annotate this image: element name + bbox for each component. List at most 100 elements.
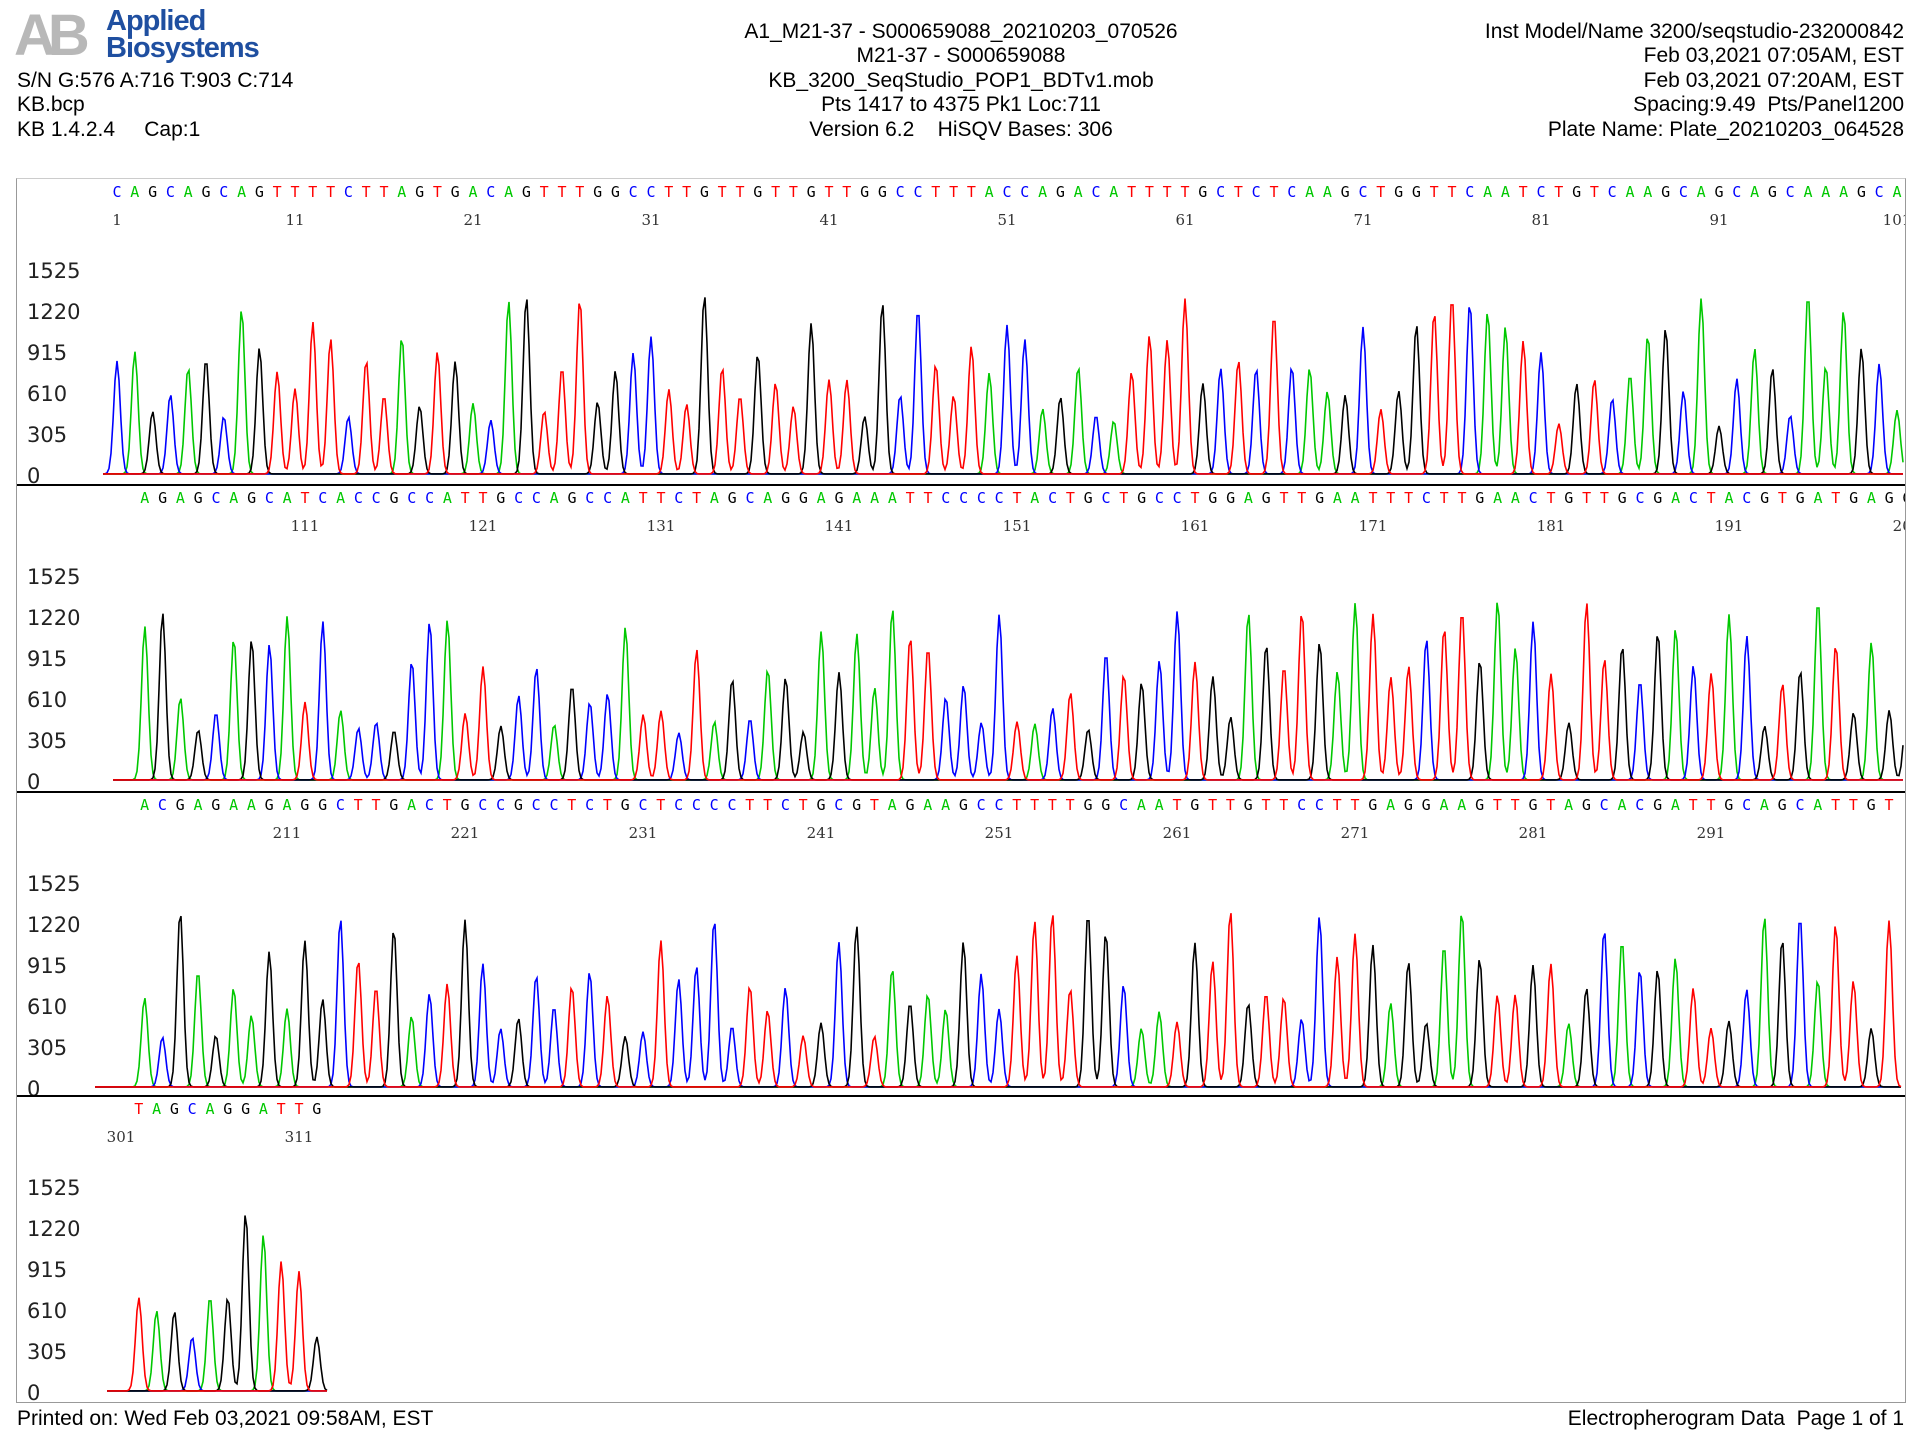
base-call: A	[184, 183, 193, 201]
base-call: C	[486, 183, 495, 201]
base-call: G	[959, 796, 968, 814]
base-call: C	[959, 489, 968, 507]
y-tick-label: 610	[27, 995, 67, 1019]
base-call: G	[1714, 183, 1723, 201]
base-call: T	[1127, 183, 1136, 201]
base-call: G	[265, 796, 274, 814]
base-call: G	[194, 489, 203, 507]
base-call: A	[237, 183, 246, 201]
base-call: G	[223, 1100, 232, 1118]
base-call: G	[1315, 489, 1324, 507]
trace-T	[113, 603, 1903, 781]
base-index-label: 51	[997, 211, 1016, 229]
base-call: C	[478, 796, 487, 814]
base-index-label: 191	[1715, 517, 1744, 535]
base-call: A	[817, 489, 826, 507]
base-call: C	[1358, 183, 1367, 201]
base-call: T	[379, 183, 388, 201]
base-call: C	[1091, 183, 1100, 201]
base-call: A	[1813, 489, 1822, 507]
base-index-label: 151	[1003, 517, 1032, 535]
base-call: G	[1137, 489, 1146, 507]
trace-G	[95, 915, 1901, 1088]
base-call: A	[1386, 796, 1395, 814]
base-call: T	[1066, 489, 1075, 507]
base-call: C	[1465, 183, 1474, 201]
base-call: A	[1643, 183, 1652, 201]
base-call: T	[1190, 489, 1199, 507]
base-call: C	[977, 489, 986, 507]
base-call: G	[700, 183, 709, 201]
y-tick-label: 610	[27, 382, 67, 406]
base-call: G	[1475, 489, 1484, 507]
base-call: G	[621, 796, 630, 814]
base-index-label: 61	[1175, 211, 1194, 229]
base-call: A	[888, 796, 897, 814]
base-call: T	[1048, 796, 1057, 814]
base-call: A	[852, 489, 861, 507]
printed-date: Printed on: Wed Feb 03,2021 09:58AM, EST	[17, 1407, 434, 1430]
base-call: A	[1671, 796, 1680, 814]
base-call: A	[1074, 183, 1083, 201]
basecaller-file: KB.bcp	[17, 93, 85, 116]
base-call: A	[888, 489, 897, 507]
base-call: T	[575, 183, 584, 201]
base-call: C	[913, 183, 922, 201]
version-bases: Version 6.2 HiSQV Bases: 306	[809, 118, 1113, 141]
base-call: G	[1404, 796, 1413, 814]
base-call: T	[639, 489, 648, 507]
trace-A	[95, 915, 1901, 1088]
base-call: G	[1857, 183, 1866, 201]
base-index-label: 171	[1359, 517, 1388, 535]
y-tick-label: 1220	[27, 1217, 80, 1241]
panel-divider	[17, 1095, 1905, 1097]
base-call: G	[1902, 489, 1905, 507]
base-call: G	[781, 489, 790, 507]
base-call: C	[1635, 796, 1644, 814]
base-call: G	[1618, 489, 1627, 507]
base-index-label: 181	[1537, 517, 1566, 535]
base-call: C	[1635, 489, 1644, 507]
trace-C	[102, 307, 1903, 475]
base-call: G	[728, 489, 737, 507]
base-call: G	[1796, 489, 1805, 507]
base-index-label: 141	[825, 517, 854, 535]
base-call: T	[824, 183, 833, 201]
base-call: A	[1750, 183, 1759, 201]
base-call: C	[407, 489, 416, 507]
y-tick-label: 0	[27, 770, 40, 791]
base-call: C	[1536, 183, 1545, 201]
y-tick-label: 915	[27, 647, 67, 671]
signal-strength: S/N G:576 A:716 T:903 C:714	[17, 69, 294, 92]
base-call: G	[241, 1100, 250, 1118]
base-index-label: 41	[819, 211, 838, 229]
base-call: A	[1323, 183, 1332, 201]
trace-C	[95, 917, 1901, 1088]
base-call: C	[219, 183, 228, 201]
plate-name: Plate Name: Plate_20210203_064528	[1547, 118, 1904, 141]
base-call: G	[1368, 796, 1377, 814]
base-call: G	[1724, 796, 1733, 814]
base-call: A	[205, 1100, 214, 1118]
base-index-label: 201	[1893, 517, 1905, 535]
base-call: A	[1564, 796, 1573, 814]
base-call: T	[1707, 489, 1716, 507]
y-tick-label: 1220	[27, 913, 80, 937]
base-call: A	[1813, 796, 1822, 814]
base-call: C	[941, 489, 950, 507]
base-call: A	[1030, 489, 1039, 507]
trace-panel-1: 1525 1220 915 610 305 0 C A G C A G C A G T T T T C T T A G T G A C…	[17, 179, 1905, 485]
base-call: G	[451, 183, 460, 201]
base-call: T	[906, 489, 915, 507]
base-call: T	[763, 796, 772, 814]
trace-T	[103, 298, 1903, 475]
base-call: A	[247, 796, 256, 814]
base-call: G	[1208, 489, 1217, 507]
base-call: T	[443, 796, 452, 814]
base-call: A	[397, 183, 406, 201]
base-call: A	[336, 489, 345, 507]
base-call: T	[656, 796, 665, 814]
base-call: A	[941, 796, 950, 814]
base-call: C	[585, 796, 594, 814]
